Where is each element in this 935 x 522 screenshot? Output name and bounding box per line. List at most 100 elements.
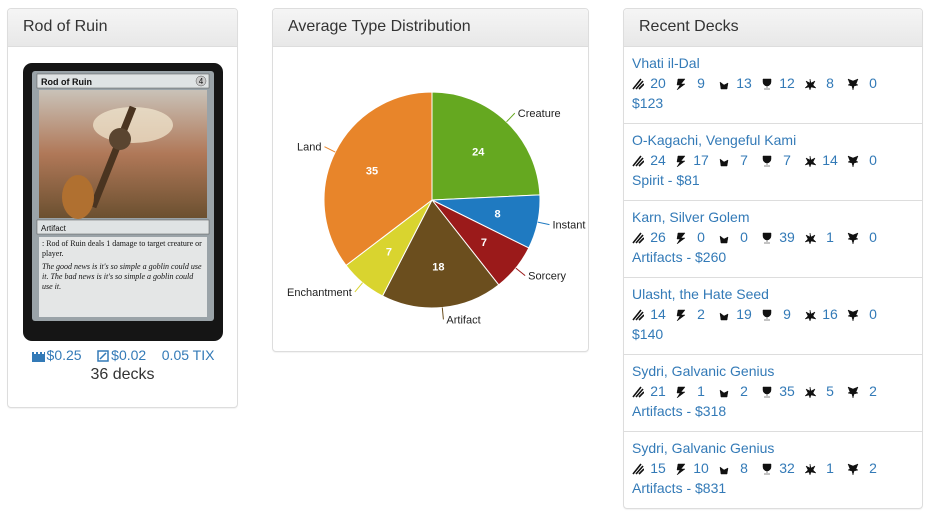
- type-icon: [847, 232, 859, 245]
- price-tix[interactable]: 0.05 TIX: [161, 347, 215, 363]
- category-label: Sorcery: [528, 271, 566, 283]
- icon-shape: [719, 466, 729, 475]
- icon-shape: [719, 81, 729, 90]
- type-icon: [719, 389, 729, 398]
- pie-slice: [431, 91, 541, 201]
- price-text: $0.02: [111, 347, 147, 363]
- type-icon: [632, 386, 645, 398]
- category-label: Enchantment: [287, 287, 352, 299]
- stat-value: 8: [740, 460, 748, 476]
- stat-value: 2: [697, 306, 705, 322]
- icon-shape: [632, 309, 645, 321]
- deck-name[interactable]: Vhati il-Dal: [632, 55, 700, 71]
- stat-value: 20: [650, 75, 666, 91]
- type-icon: [762, 155, 772, 167]
- type-icon: [632, 78, 645, 90]
- stat-value: 14: [822, 152, 838, 168]
- stat-value: 10: [693, 460, 709, 476]
- type-icon: [804, 386, 817, 399]
- price-paper[interactable]: $0.25: [31, 347, 82, 363]
- value-label: 35: [366, 165, 378, 177]
- stat-value: 0: [869, 152, 877, 168]
- deck-info[interactable]: $140: [632, 326, 664, 342]
- stat-value: 1: [826, 229, 834, 245]
- deck-row: Sydri, Galvanic Genius 21 1 2 35 5 2 Artifacts …: [624, 355, 922, 432]
- stat-value: 0: [869, 75, 877, 91]
- icon-shape: [676, 463, 686, 476]
- card-flavor: The good news is it's so simple a goblin…: [42, 262, 202, 291]
- icon-shape: [762, 386, 772, 398]
- stat-value: 26: [650, 229, 666, 245]
- type-icon: [719, 81, 729, 90]
- type-icon: [632, 463, 645, 475]
- icon-shape: [847, 463, 859, 476]
- stat-value: 16: [822, 306, 838, 322]
- stat-value: 1: [826, 460, 834, 476]
- stat-value: 1: [697, 383, 705, 399]
- type-icon: [676, 232, 686, 245]
- icon-shape: [847, 155, 859, 168]
- deck-name[interactable]: Sydri, Galvanic Genius: [632, 363, 775, 379]
- value-label: 24: [472, 147, 485, 159]
- stat-value: 2: [740, 383, 748, 399]
- leader-line: [506, 112, 516, 123]
- type-icon: [676, 463, 686, 476]
- type-icon: [676, 309, 686, 322]
- deck-info[interactable]: Artifacts - $318: [632, 403, 727, 419]
- icon-shape: [804, 155, 817, 168]
- deck-row: O-Kagachi, Vengeful Kami 24 17 7 7 14 0 Spirit …: [624, 124, 922, 201]
- deck-name[interactable]: Ulasht, the Hate Seed: [632, 286, 769, 302]
- icon-shape: [804, 78, 817, 91]
- type-icon: [719, 312, 729, 321]
- value-label: 7: [481, 237, 487, 249]
- icon-shape: [847, 232, 859, 245]
- leader-line: [324, 146, 336, 153]
- icon-shape: [676, 232, 686, 245]
- deck-info[interactable]: $123: [632, 95, 664, 111]
- deck-stats: 20 9 13 12 8 0: [632, 73, 914, 93]
- category-label: Land: [297, 142, 321, 154]
- type-icon: [676, 386, 686, 399]
- deck-stats: 21 1 2 35 5 2: [632, 381, 914, 401]
- deck-info[interactable]: Spirit - $81: [632, 172, 700, 188]
- deck-info[interactable]: Artifacts - $260: [632, 249, 727, 265]
- castle-icon: [31, 352, 45, 362]
- price-foil[interactable]: $0.02: [97, 347, 146, 363]
- type-icon: [804, 232, 817, 245]
- icon-shape: [676, 309, 686, 322]
- stat-value: 2: [869, 383, 877, 399]
- icon-shape: [676, 155, 686, 168]
- deck-name[interactable]: Karn, Silver Golem: [632, 209, 750, 225]
- deck-stats: 26 0 0 39 1 0: [632, 227, 914, 247]
- type-icon: [804, 463, 817, 476]
- icon-shape: [762, 463, 772, 475]
- card-type-line: Artifact: [41, 224, 67, 233]
- icon-shape: [632, 78, 645, 90]
- pie-chart: 24 Creature 8 Instant 7 Sorcery 18 Artifact 7 Enc…: [287, 91, 585, 326]
- icon-shape: [676, 78, 686, 91]
- prices: $0.25 $0.02 0.05 TIX: [8, 345, 237, 365]
- stat-value: 7: [740, 152, 748, 168]
- stat-value: 0: [869, 229, 877, 245]
- icon-shape: [719, 312, 729, 321]
- card-rules: : Rod of Ruin deals 1 damage to target c…: [42, 239, 202, 258]
- icon-shape: [762, 309, 772, 321]
- deck-name[interactable]: O-Kagachi, Vengeful Kami: [632, 132, 797, 148]
- icon-shape: [762, 78, 772, 90]
- deck-row: Vhati il-Dal 20 9 13 12 8 0 $123: [624, 47, 922, 124]
- deck-name[interactable]: Sydri, Galvanic Genius: [632, 440, 775, 456]
- value-label: 18: [432, 262, 444, 274]
- box-icon: [97, 350, 109, 362]
- type-icon: [804, 309, 817, 322]
- deck-stats: 14 2 19 9 16 0: [632, 304, 914, 324]
- stat-value: 13: [736, 75, 752, 91]
- type-icon: [676, 155, 686, 168]
- stat-value: 12: [779, 75, 795, 91]
- stat-value: 17: [693, 152, 709, 168]
- card-text-box: : Rod of Ruin deals 1 damage to target c…: [42, 239, 202, 291]
- type-icon: [762, 309, 772, 321]
- deck-info[interactable]: Artifacts - $831: [632, 480, 727, 496]
- icon-shape: [632, 463, 645, 475]
- icon-shape: [762, 155, 772, 167]
- stat-value: 7: [783, 152, 791, 168]
